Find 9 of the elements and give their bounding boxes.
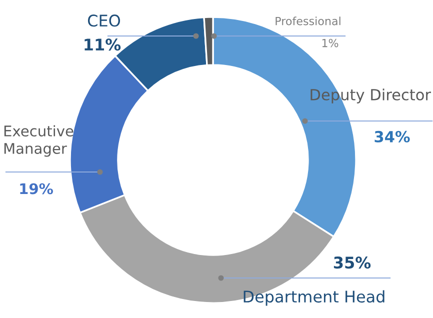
slice-label: CEO xyxy=(88,14,120,27)
data-label: 11% xyxy=(84,38,121,51)
slice-label: Executive Manager xyxy=(4,125,74,157)
data-label: 35% xyxy=(334,256,371,269)
data-label: 34% xyxy=(374,130,410,142)
slice-label: Department Head xyxy=(244,290,384,306)
data-label: 1% xyxy=(322,38,338,48)
data-label: 19% xyxy=(20,183,53,194)
slice-label: Professional xyxy=(276,16,340,26)
